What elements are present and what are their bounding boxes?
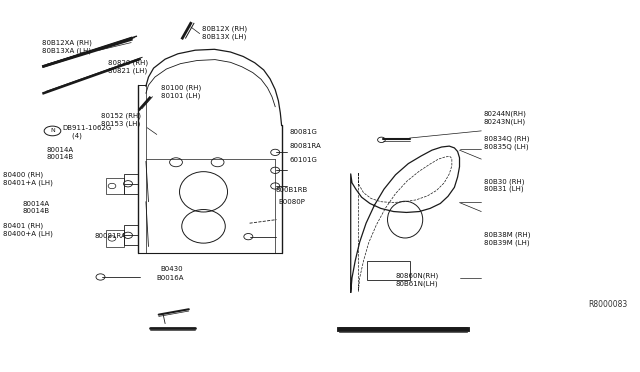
Text: 60101G: 60101G: [289, 157, 317, 163]
Text: 80081RA: 80081RA: [95, 233, 127, 239]
Text: 80244N(RH)
80243N(LH): 80244N(RH) 80243N(LH): [484, 110, 527, 125]
Text: DB911-1062G
    (4): DB911-1062G (4): [63, 125, 112, 139]
Text: 80B38M (RH)
80B39M (LH): 80B38M (RH) 80B39M (LH): [484, 232, 531, 246]
Bar: [124, 225, 138, 245]
Text: 80860N(RH)
80B61N(LH): 80860N(RH) 80B61N(LH): [396, 273, 439, 287]
Bar: [106, 178, 124, 194]
Text: 800B1RB: 800B1RB: [275, 187, 307, 193]
Circle shape: [108, 183, 116, 189]
Text: 80014A: 80014A: [22, 201, 49, 207]
Text: 80401 (RH)
80400+A (LH): 80401 (RH) 80400+A (LH): [3, 223, 53, 237]
Text: 80B12XA (RH)
80B13XA (LH): 80B12XA (RH) 80B13XA (LH): [42, 39, 92, 54]
Text: 80014B: 80014B: [46, 154, 73, 160]
Circle shape: [108, 236, 116, 241]
Text: 80834Q (RH)
80835Q (LH): 80834Q (RH) 80835Q (LH): [484, 136, 529, 150]
Circle shape: [124, 181, 132, 187]
Circle shape: [124, 232, 132, 238]
Text: N: N: [50, 128, 55, 134]
Bar: [124, 174, 138, 193]
Text: 80400 (RH)
80401+A (LH): 80400 (RH) 80401+A (LH): [3, 171, 53, 186]
Text: B0430: B0430: [160, 266, 182, 272]
Text: 80100 (RH)
80101 (LH): 80100 (RH) 80101 (LH): [161, 85, 202, 99]
Bar: [367, 261, 410, 280]
Text: 80014B: 80014B: [22, 208, 49, 214]
Bar: [106, 230, 124, 247]
Text: 80152 (RH)
80153 (LH): 80152 (RH) 80153 (LH): [101, 113, 141, 127]
Text: 80014A: 80014A: [46, 147, 73, 153]
Text: B0080P: B0080P: [278, 199, 305, 205]
Text: B0016A: B0016A: [156, 275, 184, 281]
Text: 80B12X (RH)
80B13X (LH): 80B12X (RH) 80B13X (LH): [202, 26, 247, 40]
Text: 80B30 (RH)
80B31 (LH): 80B30 (RH) 80B31 (LH): [484, 178, 524, 192]
Text: 80081RA: 80081RA: [289, 143, 321, 149]
Text: R8000083: R8000083: [588, 300, 627, 309]
Text: 80081G: 80081G: [289, 129, 317, 135]
Text: 80820 (RH)
80821 (LH): 80820 (RH) 80821 (LH): [108, 60, 148, 74]
